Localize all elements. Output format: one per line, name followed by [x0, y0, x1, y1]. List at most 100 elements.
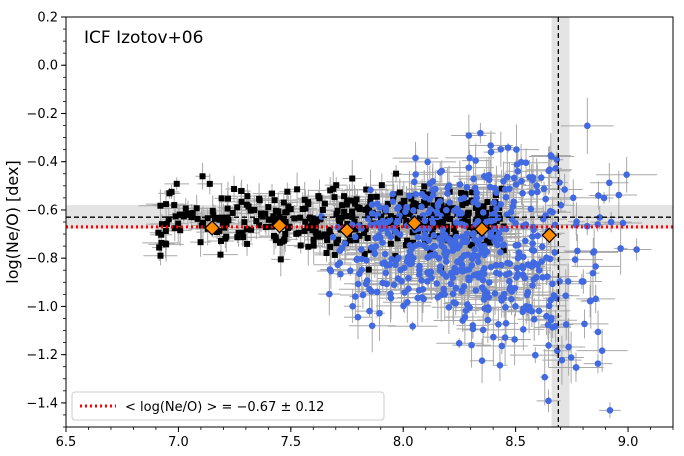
data-point-square — [217, 237, 224, 244]
data-point-square — [399, 201, 406, 208]
data-point-circle — [418, 277, 425, 284]
data-point-circle — [478, 248, 486, 256]
data-point-circle — [404, 298, 411, 306]
data-point-circle — [520, 305, 527, 313]
annotation-label: ICF Izotov+06 — [84, 28, 203, 48]
y-tick-label: −1.4 — [26, 396, 58, 411]
data-point-circle — [367, 221, 375, 228]
data-point-circle — [540, 185, 548, 193]
data-point-square — [244, 240, 251, 247]
data-point-circle — [633, 246, 640, 253]
data-point-circle — [512, 302, 519, 310]
data-point-circle — [449, 237, 457, 245]
data-point-square — [336, 220, 343, 227]
data-point-square — [339, 202, 346, 209]
data-point-circle — [386, 216, 394, 224]
data-point-circle — [543, 254, 550, 261]
data-point-circle — [460, 194, 468, 202]
data-point-circle — [562, 321, 570, 328]
data-point-square — [216, 215, 223, 222]
data-point-square — [194, 215, 201, 222]
data-point-circle — [479, 276, 487, 284]
binned-mean-diamond — [271, 217, 288, 234]
data-point-circle — [395, 203, 402, 211]
data-point-square — [315, 193, 322, 200]
data-point-circle — [471, 246, 479, 253]
legend: < log(Ne/O) > = −0.67 ± 0.12 — [71, 391, 385, 421]
data-point-square — [416, 215, 423, 222]
data-point-circle — [425, 237, 433, 244]
data-point-circle — [352, 293, 359, 300]
data-point-square — [239, 229, 246, 236]
data-point-square — [390, 194, 397, 201]
data-point-circle — [406, 192, 413, 200]
y-tick-label: 0.0 — [37, 59, 58, 74]
data-point-square — [421, 202, 428, 209]
data-point-square — [392, 253, 399, 260]
data-point-circle — [398, 277, 405, 285]
data-point-square — [243, 226, 250, 233]
data-point-circle — [518, 177, 525, 185]
data-point-circle — [466, 154, 473, 162]
data-point-square — [484, 198, 491, 205]
data-point-square — [438, 202, 445, 209]
data-point-square — [212, 215, 219, 222]
data-point-circle — [353, 256, 361, 264]
data-point-square — [172, 213, 179, 220]
data-point-circle — [457, 266, 464, 274]
data-point-circle — [434, 294, 442, 301]
data-point-circle — [491, 184, 499, 192]
data-point-circle — [517, 158, 525, 166]
data-point-square — [310, 242, 317, 249]
data-point-circle — [468, 341, 475, 349]
data-point-circle — [442, 206, 450, 214]
data-point-circle — [605, 179, 613, 187]
data-point-circle — [490, 333, 497, 341]
data-point-square — [280, 199, 287, 206]
data-point-circle — [485, 279, 493, 286]
data-point-circle — [382, 269, 390, 277]
data-point-circle — [463, 230, 471, 238]
data-point-circle — [573, 218, 580, 226]
data-point-circle — [392, 228, 400, 236]
data-point-circle — [329, 233, 337, 241]
data-point-square — [353, 196, 360, 203]
data-point-circle — [376, 204, 384, 211]
data-point-square — [271, 197, 278, 204]
data-point-circle — [521, 237, 529, 245]
data-point-circle — [463, 184, 471, 191]
data-point-circle — [490, 199, 498, 206]
data-point-circle — [401, 289, 408, 296]
data-point-square — [282, 230, 289, 237]
data-point-circle — [455, 340, 463, 347]
data-point-circle — [617, 245, 624, 252]
data-point-circle — [522, 221, 530, 228]
data-point-square — [301, 227, 308, 234]
data-point-square — [428, 211, 435, 218]
data-point-square — [489, 207, 496, 214]
data-point-square — [204, 215, 211, 222]
legend-label: < log(Ne/O) > = −0.67 ± 0.12 — [125, 400, 324, 415]
data-point-square — [459, 201, 466, 208]
data-point-square — [480, 217, 487, 224]
data-point-circle — [379, 217, 386, 225]
data-point-square — [265, 216, 272, 223]
y-axis: −1.4 −1.2 −1.0 −0.8 −0.6 −0.4 −0.2 0.0 0.2 — [26, 11, 66, 428]
data-point-square — [396, 189, 403, 196]
data-point-circle — [522, 159, 530, 167]
data-point-square — [197, 239, 204, 246]
data-point-square — [270, 232, 277, 239]
data-point-square — [475, 210, 482, 217]
data-point-circle — [487, 148, 495, 156]
data-point-square — [218, 195, 225, 202]
data-point-circle — [364, 215, 372, 222]
data-point-circle — [452, 284, 460, 292]
data-point-circle — [412, 171, 419, 178]
data-point-circle — [529, 233, 536, 240]
data-point-circle — [377, 234, 384, 242]
data-point-square — [231, 185, 238, 192]
x-axis: 6.5 7.0 7.5 8.0 8.5 9.0 — [56, 427, 674, 450]
data-point-square — [470, 225, 477, 232]
data-point-circle — [355, 270, 363, 278]
data-point-circle — [564, 278, 572, 285]
